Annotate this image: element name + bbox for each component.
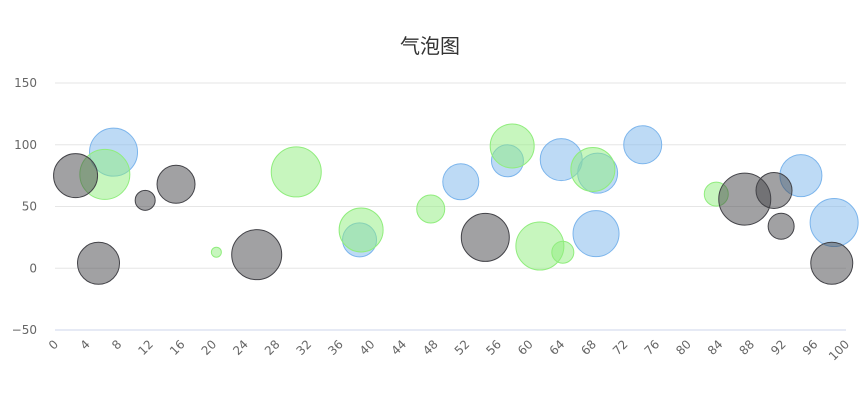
x-tick-label: 16 <box>167 337 188 358</box>
bubble[interactable] <box>460 212 510 262</box>
bubble[interactable] <box>270 146 322 198</box>
x-tick-label: 36 <box>325 337 346 358</box>
bubble[interactable] <box>338 207 384 253</box>
grid-lines <box>55 82 846 269</box>
x-tick-label: 12 <box>135 337 156 358</box>
bubble[interactable] <box>134 189 156 211</box>
chart-title: 气泡图 <box>400 34 460 58</box>
x-tick-label: 68 <box>578 337 599 358</box>
bubble[interactable] <box>77 241 121 285</box>
x-tick-label: 76 <box>642 337 663 358</box>
bubble[interactable] <box>551 240 575 264</box>
x-tick-label: 60 <box>515 337 536 358</box>
x-tick-label: 80 <box>673 337 694 358</box>
bubble[interactable] <box>572 210 620 258</box>
x-tick-label: 24 <box>230 337 251 358</box>
bubble[interactable] <box>767 212 795 240</box>
x-tick-label: 32 <box>294 337 315 358</box>
x-axis-ticks: 0 4 8 12 16 20 24 28 32 36 40 44 48 52 56 60 64 68 72 76 80 8… <box>46 337 852 363</box>
x-tick-label: 4 <box>77 337 92 352</box>
x-tick-label: 20 <box>199 337 220 358</box>
bubble[interactable] <box>416 194 446 224</box>
bubble[interactable] <box>489 123 535 169</box>
y-tick-label: 100 <box>14 138 37 152</box>
y-tick-label: 50 <box>22 200 37 214</box>
y-tick-label: 0 <box>29 261 37 275</box>
x-tick-label: 56 <box>483 337 504 358</box>
x-tick-label: 44 <box>388 337 409 358</box>
bubble[interactable] <box>809 198 859 248</box>
bubble[interactable] <box>755 171 793 209</box>
x-tick-label: 64 <box>547 337 568 358</box>
x-tick-label: 0 <box>46 337 61 352</box>
x-tick-label: 88 <box>736 337 757 358</box>
x-tick-label: 40 <box>357 337 378 358</box>
x-tick-label: 8 <box>109 337 124 352</box>
bubble[interactable] <box>53 153 99 199</box>
x-tick-label: 28 <box>262 337 283 358</box>
bubble[interactable] <box>156 164 196 204</box>
bubble[interactable] <box>210 246 222 258</box>
x-tick-label: 52 <box>452 337 473 358</box>
x-tick-label: 92 <box>768 337 789 358</box>
x-tick-label: 84 <box>705 337 726 358</box>
x-tick-label: 48 <box>420 337 441 358</box>
y-tick-label: −50 <box>12 323 37 337</box>
x-tick-label: 100 <box>826 337 852 363</box>
plot-area <box>53 123 859 285</box>
bubble[interactable] <box>810 241 854 285</box>
y-axis-ticks: 150 100 50 0 −50 <box>12 76 37 337</box>
series-3 <box>53 153 854 285</box>
x-tick-label: 96 <box>800 337 821 358</box>
bubble[interactable] <box>570 146 616 192</box>
x-tick-label: 72 <box>610 337 631 358</box>
bubble[interactable] <box>442 163 480 201</box>
bubble[interactable] <box>623 125 663 165</box>
series-2 <box>79 123 729 271</box>
bubble[interactable] <box>231 229 283 281</box>
y-tick-label: 150 <box>14 76 37 90</box>
